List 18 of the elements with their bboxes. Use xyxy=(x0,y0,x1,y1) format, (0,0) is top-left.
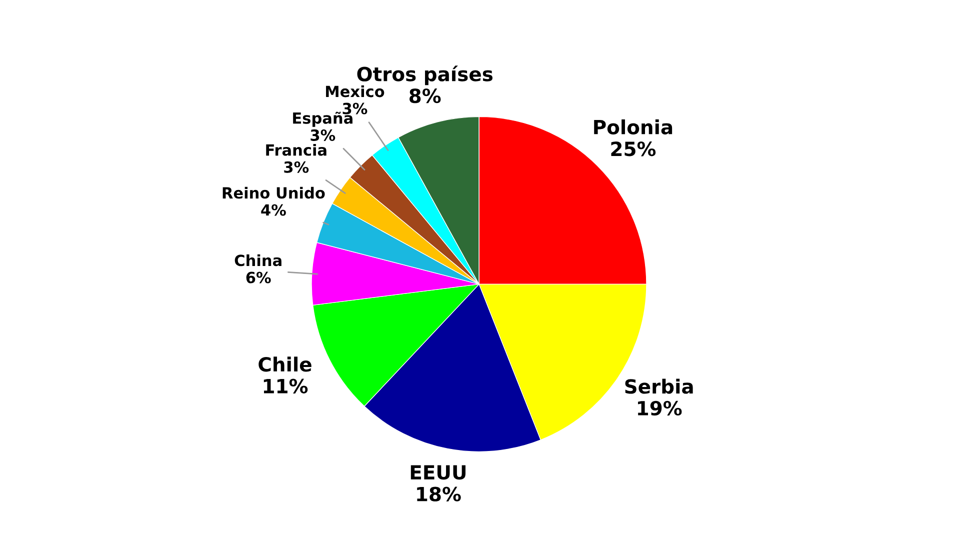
slice-label: Mexico xyxy=(326,85,384,98)
slice-label: Serbia xyxy=(625,378,693,394)
data-label: 3% xyxy=(284,161,309,173)
data-label: 8% xyxy=(410,88,441,104)
slice-label: Polonia xyxy=(594,119,672,134)
slice-label: Chile xyxy=(258,356,312,372)
data-label: 25% xyxy=(611,142,656,156)
slice-label: China xyxy=(234,254,282,266)
data-label: 6% xyxy=(246,272,271,284)
data-label: 19% xyxy=(638,400,682,416)
data-label: 11% xyxy=(264,378,308,394)
slice-label: Reino Unido xyxy=(222,186,325,199)
data-label: 3% xyxy=(310,129,336,141)
data-label: 4% xyxy=(261,204,286,216)
slice-label: EEUU xyxy=(410,465,466,480)
slice-label: Francia xyxy=(266,144,326,156)
slice-label: Otros países xyxy=(357,66,493,86)
data-label: 18% xyxy=(417,486,461,502)
